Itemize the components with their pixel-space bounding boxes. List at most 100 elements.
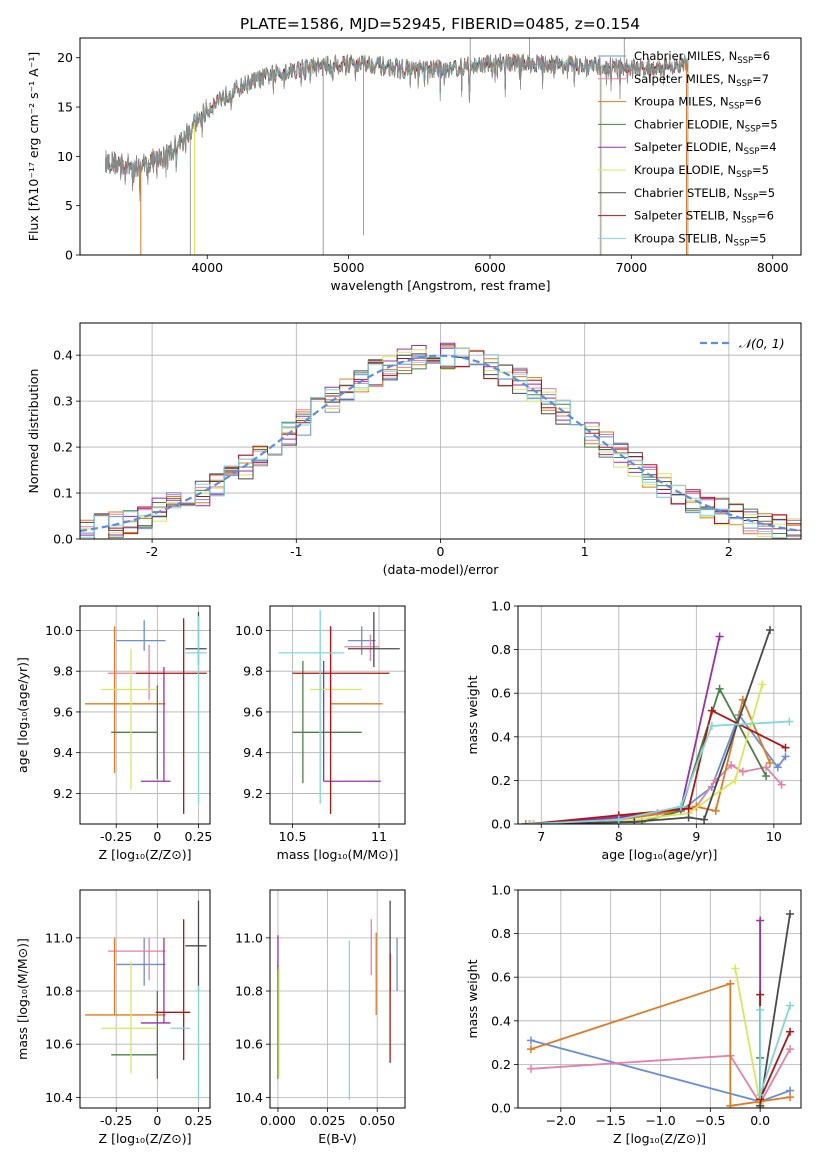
series-line [530, 1048, 791, 1106]
y-axis-label: age [log₁₀(age/yr)] [15, 657, 30, 773]
age-vs-mass-panel: 10.5 11 9.2 9.4 9.6 9.8 10.0 mass [log₁₀(M/M⊙)] [235, 605, 406, 862]
series-line [734, 968, 761, 1104]
normal-curve [80, 354, 801, 532]
legend-label: Kroupa MILES, NSSP=6 [634, 95, 761, 112]
series-line [529, 709, 786, 824]
series-line [533, 686, 767, 824]
y-axis-label: mass [log₁₀(M/M⊙)] [15, 938, 30, 1060]
gridlines [80, 890, 210, 1108]
plus-marker [765, 625, 774, 634]
plus-marker [715, 632, 724, 641]
plus-marker [727, 761, 736, 770]
y-tick-label: 1.0 [491, 599, 511, 614]
plus-marker [684, 813, 693, 822]
x-tick-label: -0.25 [100, 829, 132, 844]
y-tick-label: 0.0 [491, 817, 511, 832]
axes-frame [79, 889, 211, 1109]
x-tick-label: 8000 [757, 260, 789, 275]
y-tick-label: 0.3 [53, 394, 73, 409]
x-axis-label: Z [log₁₀(Z/Z⊙)] [613, 1131, 706, 1146]
x-tick-label: 0 [153, 1113, 161, 1128]
x-tick-label: 2 [725, 544, 733, 559]
gridlines [270, 606, 405, 824]
histogram-steps [80, 342, 801, 539]
plus-marker [715, 684, 724, 693]
plus-marker [765, 758, 774, 767]
legend-label: Chabrier STELIB, NSSP=5 [634, 186, 775, 203]
plus-marker [630, 817, 639, 824]
x-tick-label: 6000 [474, 260, 506, 275]
axes-frame [79, 37, 802, 256]
plus-marker [756, 916, 765, 925]
axes-frame [269, 889, 406, 1109]
x-tick-label: -2 [146, 544, 158, 559]
y-tick-label: 9.6 [243, 704, 263, 719]
y-tick-label: 11.0 [45, 930, 73, 945]
legend-label: Salpeter STELIB, NSSP=6 [634, 209, 774, 226]
series-line [525, 713, 787, 824]
x-tick-label: 7 [537, 829, 545, 844]
y-tick-label: 0.2 [491, 773, 511, 788]
mass-vs-ebv-panel: 0.000 0.025 0.050 10.4 10.6 10.8 11.0 E(B-V) [235, 889, 406, 1146]
residual-histogram-panel: -2 -1 0 1 2 0.0 0.1 0.2 0.3 0.4 (data-model)/error… [26, 322, 802, 577]
plus-marker [786, 1045, 795, 1054]
y-tick-label: 10.4 [45, 1090, 73, 1105]
plus-marker [707, 706, 716, 715]
x-tick-label: −1.0 [645, 1113, 675, 1128]
legend-label: 𝒩(0, 1) [739, 336, 785, 351]
y-tick-label: 0.2 [53, 440, 73, 455]
series-lines [526, 909, 795, 1108]
plus-marker [773, 763, 782, 772]
plus-marker [786, 1001, 795, 1010]
error-bars [84, 612, 207, 814]
spectrum-legend: Chabrier MILES, NSSP=6 Salpeter MILES, NS… [598, 49, 778, 248]
y-tick-label: 10.8 [45, 984, 73, 999]
plus-marker [731, 776, 740, 785]
y-tick-label: 0.6 [491, 686, 511, 701]
plus-marker [756, 990, 765, 999]
series-line [759, 1005, 791, 1096]
legend-label: Chabrier ELODIE, NSSP=5 [634, 117, 778, 134]
axes-frame [517, 605, 802, 825]
x-tick-label: 0 [153, 829, 161, 844]
y-tick-label: 5 [65, 198, 73, 213]
x-tick-label: 10 [766, 829, 782, 844]
y-tick-label: 9.2 [53, 786, 73, 801]
y-tick-label: 11.0 [235, 930, 263, 945]
series-line [525, 696, 771, 824]
gridlines [270, 890, 405, 1108]
plus-marker [526, 1036, 535, 1045]
x-axis-label: wavelength [Angstrom, rest frame] [330, 278, 550, 293]
x-tick-label: 4000 [191, 260, 223, 275]
y-tick-label: 0 [65, 248, 73, 263]
x-tick-label: 0.050 [359, 1113, 395, 1128]
error-bars [278, 610, 400, 814]
plus-marker [526, 1045, 535, 1054]
plus-marker [785, 717, 794, 726]
plus-marker [738, 767, 747, 776]
series-lines [521, 625, 794, 824]
y-tick-label: 9.8 [53, 664, 73, 679]
y-tick-label: 10.0 [45, 623, 73, 638]
legend-label: Salpeter ELODIE, NSSP=4 [634, 140, 777, 157]
y-tick-label: 0.8 [491, 926, 511, 941]
y-tick-label: 9.2 [243, 786, 263, 801]
plus-marker [731, 964, 740, 973]
series-line [759, 913, 791, 1106]
y-axis-label: Flux [fλ10⁻¹⁷ erg cm⁻² s⁻¹ A⁻¹] [26, 52, 41, 241]
plus-marker [786, 909, 795, 918]
plus-marker [676, 802, 685, 811]
figure-title: PLATE=1586, MJD=52945, FIBERID=0485, z=0… [240, 15, 640, 33]
plus-marker [700, 815, 709, 824]
spectrum-lines [105, 38, 689, 255]
axes-frame [517, 889, 802, 1109]
axes-frame [269, 605, 406, 825]
x-tick-label: −0.5 [695, 1113, 725, 1128]
axes-frame [79, 322, 802, 540]
plus-marker [786, 1093, 795, 1102]
x-tick-label: 0.25 [185, 1113, 213, 1128]
plus-marker [521, 820, 530, 824]
y-axis-label: Normed distribution [26, 369, 41, 494]
x-axis-label: mass [log₁₀(M/M⊙)] [277, 847, 399, 862]
